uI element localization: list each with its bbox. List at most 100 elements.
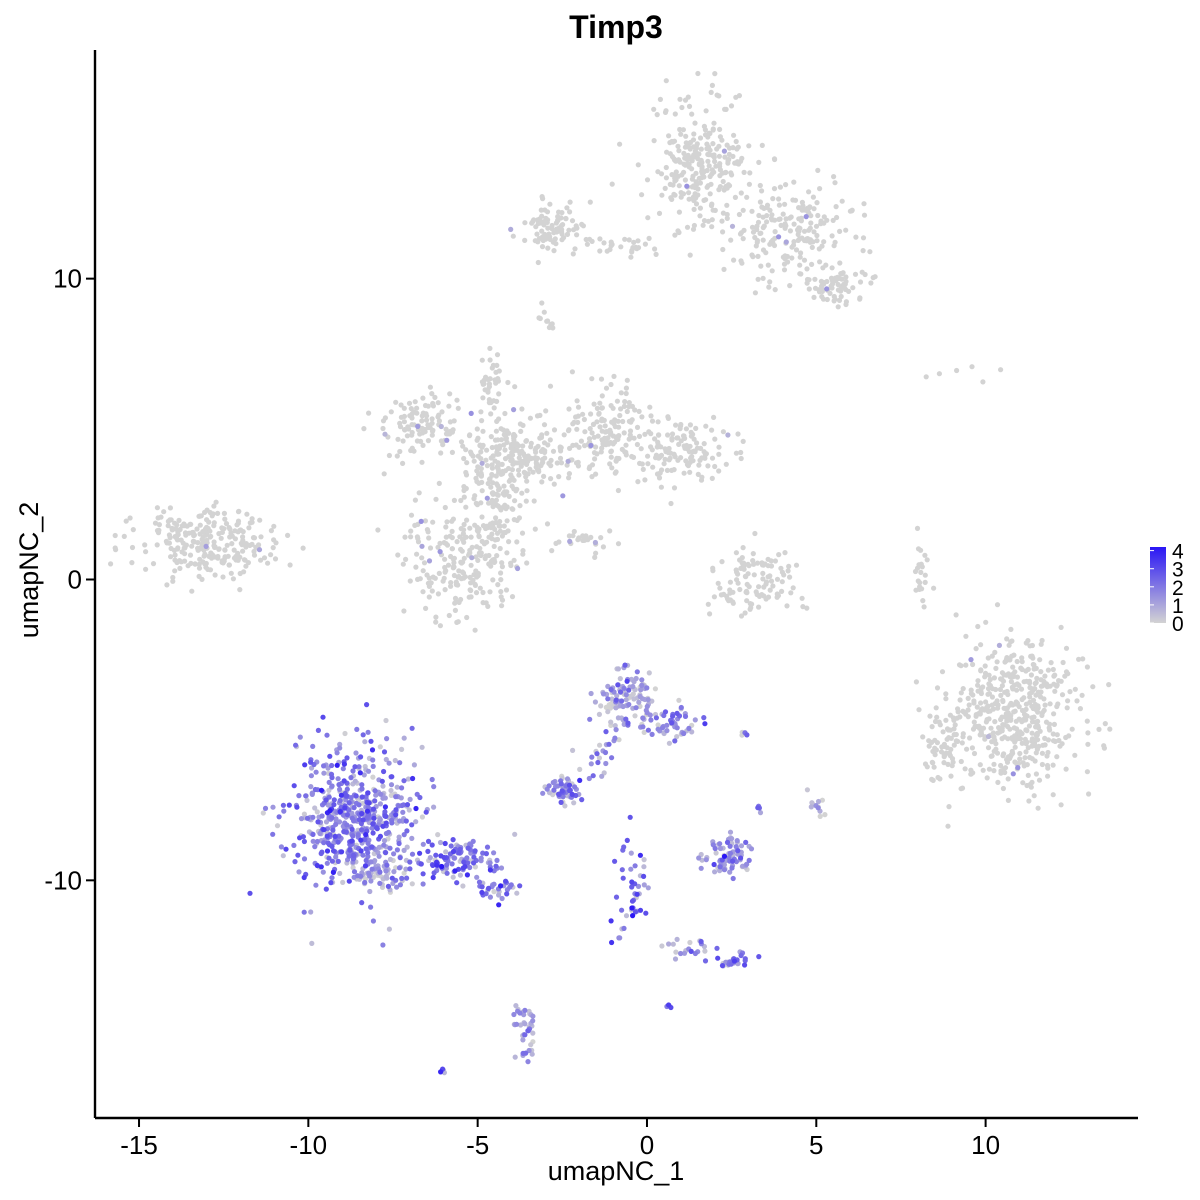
cell-point	[480, 395, 486, 401]
cell-point	[983, 619, 989, 625]
cell-point	[463, 469, 469, 476]
cell-point	[1014, 674, 1021, 680]
cell-point	[408, 534, 414, 540]
cell-point	[1025, 772, 1031, 779]
cell-point	[1080, 656, 1086, 662]
cell-point	[749, 208, 755, 214]
cell-point	[616, 737, 622, 743]
cell-point	[760, 570, 766, 577]
cell-point	[488, 411, 494, 417]
cell-point	[693, 425, 699, 431]
cell-point	[1065, 698, 1071, 704]
cell-point	[384, 862, 390, 868]
cell-point	[1032, 758, 1038, 764]
cell-point	[790, 197, 796, 203]
cell-point	[980, 767, 986, 773]
cell-point	[360, 732, 366, 738]
cell-point	[425, 838, 432, 845]
cell-point	[785, 568, 791, 574]
cell-point	[182, 558, 188, 564]
cell-point	[717, 864, 723, 870]
cell-point	[1024, 728, 1030, 734]
cell-point	[331, 802, 337, 808]
x-tick-label: 10	[971, 1130, 1000, 1160]
cell-point	[172, 552, 178, 558]
cell-point	[479, 514, 485, 520]
cell-point	[815, 212, 821, 219]
cell-point	[341, 761, 347, 767]
cell-point	[164, 582, 170, 588]
cell-point	[1000, 698, 1006, 705]
cell-point	[843, 299, 850, 305]
cell-point	[681, 433, 687, 439]
cell-point	[519, 490, 525, 496]
cell-point	[229, 541, 235, 547]
cell-point	[415, 535, 421, 542]
cell-point	[456, 568, 462, 574]
cell-point	[456, 850, 462, 856]
cell-point	[1039, 761, 1045, 768]
cell-point	[401, 870, 407, 876]
cell-point	[598, 376, 605, 382]
cell-point	[335, 839, 341, 845]
cell-point	[738, 230, 745, 236]
cell-point	[564, 462, 570, 468]
cell-point	[804, 787, 811, 793]
cell-point	[353, 793, 359, 799]
cell-point	[619, 907, 625, 913]
cell-point	[344, 812, 350, 818]
cell-point	[707, 130, 713, 137]
cell-point	[921, 604, 927, 610]
cell-point	[336, 819, 343, 825]
cell-point	[667, 140, 673, 146]
cell-point	[935, 774, 941, 781]
cell-point	[817, 186, 823, 192]
cell-point	[352, 778, 358, 784]
cell-point	[727, 843, 733, 849]
cell-point	[1017, 756, 1023, 762]
cell-point	[742, 610, 748, 616]
cell-point	[170, 574, 176, 581]
cell-point	[506, 430, 512, 436]
cell-point	[614, 693, 620, 699]
cell-point	[508, 226, 514, 232]
cell-point	[244, 511, 250, 517]
cell-point	[697, 213, 703, 219]
cell-point	[859, 269, 865, 275]
cell-point	[443, 524, 449, 530]
cell-point	[257, 517, 263, 523]
cell-point	[927, 713, 933, 719]
cell-point	[748, 846, 755, 852]
cell-point	[1011, 682, 1018, 688]
cell-point	[519, 530, 526, 536]
cell-point	[857, 295, 863, 301]
cell-point	[560, 493, 566, 499]
cell-point	[787, 215, 793, 221]
cell-point	[704, 141, 710, 147]
cell-point	[407, 413, 413, 419]
cell-point	[573, 442, 579, 448]
x-tick-label: -15	[120, 1130, 158, 1160]
cell-point	[969, 745, 976, 751]
cell-point	[312, 844, 318, 850]
cell-point	[560, 794, 566, 800]
cell-point	[622, 236, 628, 242]
cell-point	[196, 565, 203, 571]
cell-point	[804, 280, 810, 286]
cell-point	[297, 734, 303, 740]
cell-point	[518, 428, 524, 434]
cell-point	[759, 188, 765, 194]
cell-point	[429, 776, 435, 783]
cell-point	[637, 693, 643, 700]
cell-point	[790, 585, 796, 591]
cell-point	[669, 437, 675, 443]
cell-point	[442, 556, 448, 562]
cell-point	[657, 96, 664, 102]
cell-point	[383, 813, 389, 820]
cell-point	[958, 690, 964, 696]
cell-point	[380, 942, 386, 948]
cell-point	[280, 853, 286, 859]
cell-point	[674, 725, 680, 731]
cell-point	[819, 797, 826, 803]
cell-point	[427, 545, 434, 551]
